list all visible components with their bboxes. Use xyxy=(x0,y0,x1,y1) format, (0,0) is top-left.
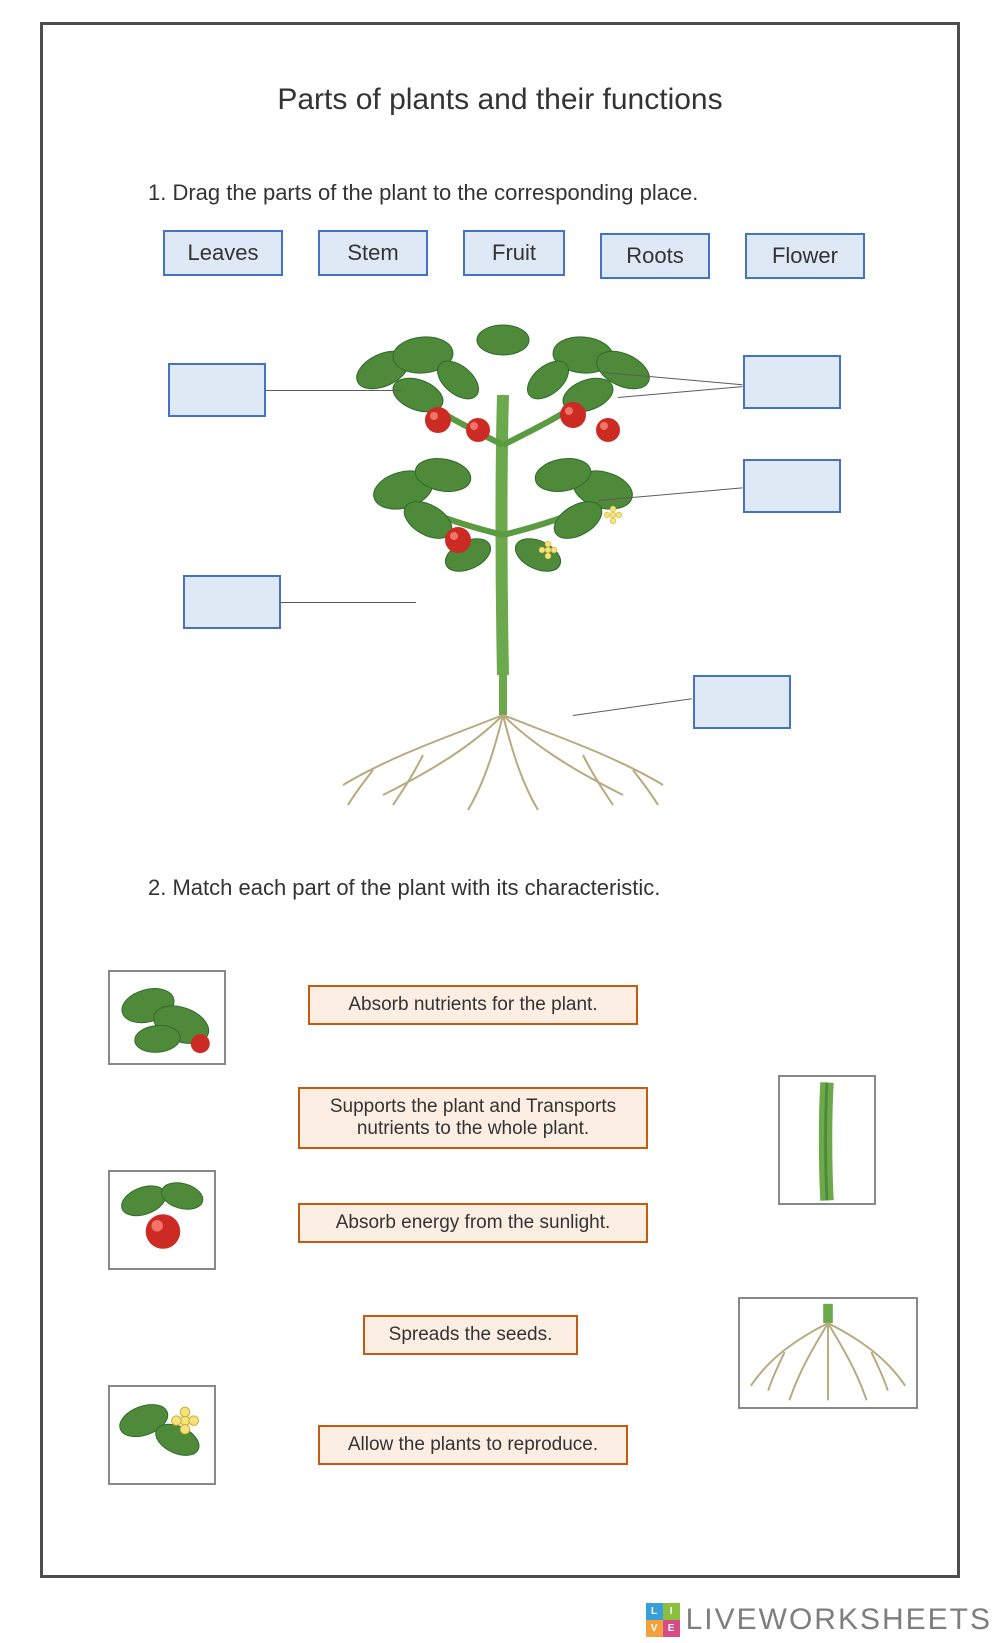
thumb-leaves[interactable] xyxy=(108,970,226,1065)
q1-prompt: 1. Drag the parts of the plant to the co… xyxy=(148,180,698,206)
q2-prompt: 2. Match each part of the plant with its… xyxy=(148,875,660,901)
page: Parts of plants and their functions 1. D… xyxy=(0,0,1000,1643)
watermark-text: LIVEWORKSHEETS xyxy=(686,1603,992,1637)
thumb-flower[interactable] xyxy=(108,1385,216,1485)
char-spreads-seeds[interactable]: Spreads the seeds. xyxy=(363,1315,578,1355)
watermark: L I V E LIVEWORKSHEETS xyxy=(646,1603,992,1637)
thumb-stem[interactable] xyxy=(778,1075,876,1205)
dropzone-top-left[interactable] xyxy=(168,363,266,417)
thumb-fruit[interactable] xyxy=(108,1170,216,1270)
word-fruit[interactable]: Fruit xyxy=(463,230,565,276)
char-reproduce[interactable]: Allow the plants to reproduce. xyxy=(318,1425,628,1465)
word-flower[interactable]: Flower xyxy=(745,233,865,279)
word-leaves[interactable]: Leaves xyxy=(163,230,283,276)
char-absorb-energy[interactable]: Absorb energy from the sunlight. xyxy=(298,1203,648,1243)
dropzone-mid-left[interactable] xyxy=(183,575,281,629)
dropzone-mid-right[interactable] xyxy=(743,459,841,513)
char-supports-transports[interactable]: Supports the plant and Transports nutrie… xyxy=(298,1087,648,1149)
word-stem[interactable]: Stem xyxy=(318,230,428,276)
char-absorb-nutrients[interactable]: Absorb nutrients for the plant. xyxy=(308,985,638,1025)
dropzone-top-right[interactable] xyxy=(743,355,841,409)
dropzone-bottom-right[interactable] xyxy=(693,675,791,729)
worksheet-frame: Parts of plants and their functions 1. D… xyxy=(40,22,960,1578)
leader-4 xyxy=(281,602,416,603)
watermark-badge: L I V E xyxy=(646,1603,680,1637)
thumb-roots[interactable] xyxy=(738,1297,918,1409)
leader-1 xyxy=(266,390,401,391)
page-title: Parts of plants and their functions xyxy=(43,83,957,117)
word-roots[interactable]: Roots xyxy=(600,233,710,279)
